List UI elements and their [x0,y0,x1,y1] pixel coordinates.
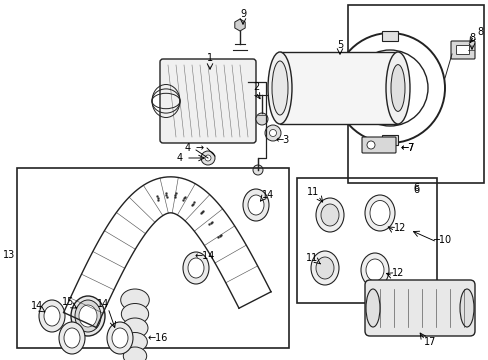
FancyBboxPatch shape [361,137,395,153]
Text: 13: 13 [3,250,15,260]
Text: 17: 17 [423,337,435,347]
Text: ─10: ─10 [432,235,450,245]
Text: 15: 15 [61,297,74,307]
Text: 8: 8 [468,33,474,43]
Ellipse shape [183,252,208,284]
Ellipse shape [360,253,388,287]
Text: ←7: ←7 [400,143,414,153]
Text: →: → [196,143,203,153]
Ellipse shape [369,201,389,225]
Ellipse shape [59,322,85,354]
Circle shape [269,130,276,136]
Ellipse shape [315,257,333,279]
Bar [280,52,397,124]
Ellipse shape [271,61,287,115]
Text: 14: 14 [31,301,43,311]
Ellipse shape [121,289,149,311]
Text: ←16: ←16 [147,333,168,343]
Ellipse shape [112,328,128,348]
Ellipse shape [247,195,264,215]
Text: 11: 11 [305,253,318,263]
FancyBboxPatch shape [450,41,474,59]
Text: ←14: ←14 [194,251,215,261]
Ellipse shape [459,289,473,327]
Circle shape [252,165,263,175]
Text: 9: 9 [240,9,245,19]
Ellipse shape [385,52,409,124]
Text: ←3: ←3 [275,135,289,145]
Text: 12: 12 [391,268,404,278]
Text: 2: 2 [252,82,259,92]
Text: 12: 12 [393,223,406,233]
Text: 1: 1 [206,53,213,63]
Text: 8: 8 [476,27,482,37]
Text: 4: 4 [184,143,191,153]
Ellipse shape [75,300,101,332]
Text: 14: 14 [262,190,274,200]
Ellipse shape [390,64,404,111]
Text: 5: 5 [336,40,343,50]
Text: 11: 11 [306,187,319,197]
Ellipse shape [365,259,383,281]
Ellipse shape [44,306,60,326]
Ellipse shape [71,296,105,336]
FancyBboxPatch shape [160,59,256,143]
Ellipse shape [123,347,146,360]
Circle shape [366,141,374,149]
Polygon shape [381,135,397,145]
Circle shape [256,113,267,125]
Text: 6: 6 [412,185,418,195]
Ellipse shape [243,189,268,221]
FancyBboxPatch shape [364,280,474,336]
Circle shape [264,125,281,141]
Ellipse shape [365,289,379,327]
Bar [17,168,288,348]
Ellipse shape [39,300,65,332]
Ellipse shape [364,195,394,231]
Ellipse shape [315,198,343,232]
Text: 4: 4 [177,153,183,163]
Ellipse shape [64,328,80,348]
FancyBboxPatch shape [456,45,468,54]
Circle shape [204,155,210,161]
Ellipse shape [187,258,203,278]
Ellipse shape [107,322,133,354]
Ellipse shape [122,333,147,351]
Ellipse shape [122,318,148,338]
Polygon shape [381,31,397,41]
Ellipse shape [79,305,97,327]
Bar [296,178,436,303]
Circle shape [201,151,215,165]
Ellipse shape [267,52,291,124]
Text: 6: 6 [412,183,418,193]
Ellipse shape [310,251,338,285]
Ellipse shape [320,204,338,226]
Ellipse shape [121,303,148,324]
Text: ←7: ←7 [400,143,414,153]
Bar [347,5,483,183]
Text: 14: 14 [97,299,109,309]
